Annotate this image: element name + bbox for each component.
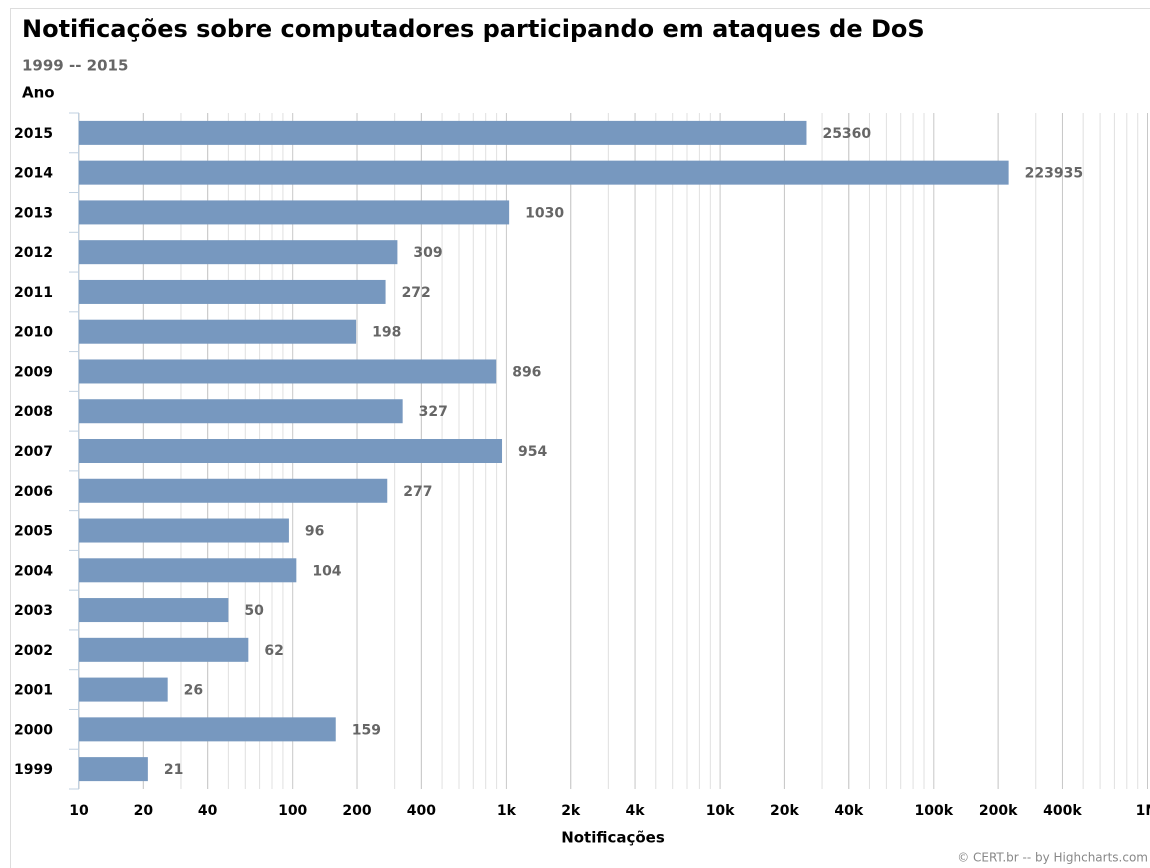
bar — [79, 319, 357, 344]
data-label: 159 — [352, 722, 381, 738]
y-tick-label: 2007 — [14, 444, 53, 460]
data-label: 62 — [264, 643, 283, 659]
data-label: 309 — [413, 245, 442, 261]
y-tick-label: 2003 — [14, 603, 53, 619]
y-tick-label: 1999 — [14, 762, 53, 778]
y-tick-label: 2001 — [14, 683, 53, 699]
y-tick-label: 2008 — [14, 404, 53, 420]
data-label: 223935 — [1025, 166, 1083, 182]
x-tick-label: 10k — [706, 803, 735, 819]
bar — [79, 478, 388, 503]
bar — [79, 359, 497, 384]
x-tick-label: 20k — [770, 803, 799, 819]
frame — [10, 8, 1150, 868]
bar — [79, 757, 148, 782]
x-tick-label: 100 — [278, 803, 307, 819]
x-tick-label: 200k — [979, 803, 1018, 819]
bar — [79, 558, 297, 583]
bar — [79, 240, 398, 265]
data-label: 96 — [305, 524, 324, 540]
bar — [79, 120, 807, 145]
credits: © CERT.br -- by Highcharts.com — [957, 851, 1148, 865]
x-tick-label: 4k — [626, 803, 646, 819]
x-tick-label: 40 — [198, 803, 218, 819]
data-label: 954 — [518, 444, 547, 460]
x-tick-label: 100k — [915, 803, 954, 819]
y-tick-label: 2006 — [14, 484, 53, 500]
x-tick-label: 1k — [497, 803, 517, 819]
x-tick-label: 400 — [407, 803, 436, 819]
chart-subtitle: 1999 -- 2015 — [22, 57, 128, 75]
data-label: 1030 — [525, 205, 564, 221]
bar — [79, 717, 336, 742]
x-tick-label: 10 — [69, 803, 89, 819]
bar — [79, 637, 249, 662]
data-label: 21 — [164, 762, 183, 778]
y-tick-label: 2009 — [14, 364, 53, 380]
data-label: 272 — [402, 285, 431, 301]
data-label: 26 — [184, 683, 203, 699]
y-tick-label: 2004 — [14, 563, 53, 579]
x-tick-label: 400k — [1043, 803, 1082, 819]
x-tick-label: 40k — [834, 803, 863, 819]
bar — [79, 160, 1009, 185]
x-tick-label: 200 — [342, 803, 371, 819]
y-tick-label: 2012 — [14, 245, 53, 261]
data-label: 277 — [403, 484, 432, 500]
data-label: 327 — [419, 404, 448, 420]
y-tick-label: 2011 — [14, 285, 53, 301]
bar — [79, 439, 503, 463]
y-tick-label: 2000 — [14, 722, 53, 738]
bar — [79, 518, 289, 543]
bar — [79, 598, 229, 623]
bar — [79, 677, 168, 702]
bar — [79, 200, 510, 225]
y-tick-label: 2002 — [14, 643, 53, 659]
data-label: 50 — [244, 603, 264, 619]
data-label: 25360 — [822, 126, 871, 142]
bar — [79, 279, 386, 304]
y-tick-label: 2010 — [14, 325, 53, 341]
y-axis-title: Ano — [22, 84, 55, 102]
y-tick-label: 2013 — [14, 205, 53, 221]
y-tick-label: 2005 — [14, 524, 53, 540]
y-tick-label: 2015 — [14, 126, 53, 142]
x-tick-label: 20 — [134, 803, 154, 819]
chart-title: Notificações sobre computadores particip… — [22, 15, 925, 43]
data-label: 896 — [512, 364, 541, 380]
y-tick-label: 2014 — [14, 166, 53, 182]
data-label: 198 — [372, 325, 401, 341]
data-label: 104 — [312, 563, 341, 579]
x-tick-label: 2k — [561, 803, 581, 819]
bar — [79, 399, 403, 424]
x-tick-label: 1M — [1136, 803, 1150, 819]
x-axis-title: Notificações — [561, 829, 665, 847]
